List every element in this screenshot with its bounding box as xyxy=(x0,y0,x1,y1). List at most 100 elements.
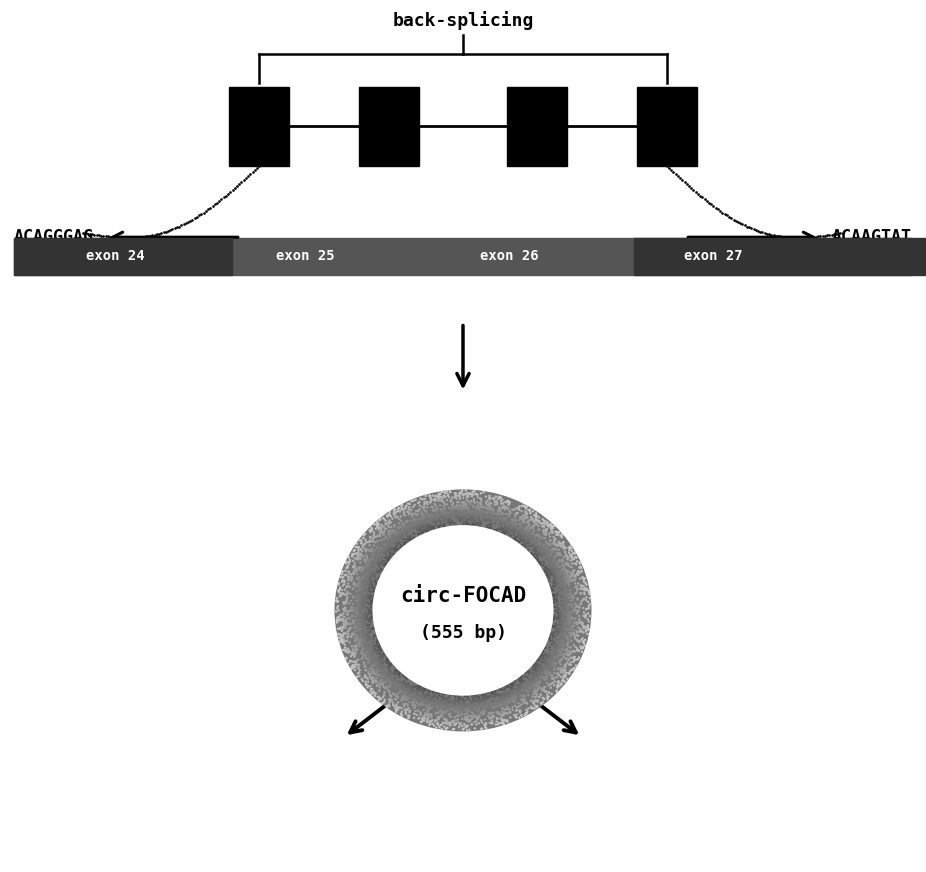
Point xyxy=(457,510,471,524)
Point xyxy=(569,599,584,613)
Point xyxy=(488,687,503,701)
Point xyxy=(451,704,466,718)
Point xyxy=(456,692,470,706)
Point xyxy=(419,690,433,704)
Point xyxy=(555,661,569,675)
Point xyxy=(550,587,565,601)
Point xyxy=(576,625,591,639)
Point xyxy=(352,639,367,653)
Point xyxy=(393,505,407,519)
Point xyxy=(358,660,373,674)
Point xyxy=(568,556,582,570)
Point xyxy=(579,623,594,637)
Point xyxy=(458,506,473,520)
Point xyxy=(523,521,538,535)
Point xyxy=(548,641,563,655)
Point xyxy=(399,521,414,535)
Point xyxy=(577,586,592,600)
Point xyxy=(387,678,402,691)
Point xyxy=(370,558,385,572)
Point xyxy=(366,644,381,658)
Point xyxy=(490,706,505,720)
Point xyxy=(545,521,560,535)
Point xyxy=(576,619,591,633)
Point xyxy=(444,514,458,528)
Point xyxy=(402,522,417,536)
Point xyxy=(382,541,397,555)
Point xyxy=(341,561,356,575)
Point xyxy=(335,573,350,587)
Point xyxy=(466,499,481,513)
Point xyxy=(512,699,527,713)
Point xyxy=(382,547,397,561)
Point xyxy=(361,666,376,680)
Point xyxy=(484,685,499,698)
Point xyxy=(485,716,500,730)
Point xyxy=(390,701,405,715)
Point xyxy=(419,715,434,729)
Point xyxy=(533,660,548,674)
Point xyxy=(552,678,567,692)
Point xyxy=(579,590,594,604)
Point xyxy=(547,592,562,606)
Point xyxy=(389,667,404,681)
Point xyxy=(461,494,476,508)
Point xyxy=(407,692,422,706)
Point xyxy=(520,685,535,698)
Point xyxy=(437,501,452,515)
Point xyxy=(469,516,483,530)
Point xyxy=(563,646,578,660)
Point xyxy=(445,500,460,514)
Point xyxy=(547,549,562,563)
Point xyxy=(499,494,514,508)
Point xyxy=(551,645,566,659)
Point xyxy=(365,662,380,676)
Point xyxy=(496,514,511,528)
Point xyxy=(509,684,524,698)
Point xyxy=(570,605,585,619)
Point xyxy=(338,643,353,657)
Point xyxy=(380,508,394,522)
Point xyxy=(419,707,434,721)
Point xyxy=(425,691,440,705)
Point xyxy=(349,621,364,635)
Point xyxy=(366,590,381,604)
Point xyxy=(436,504,451,518)
Point xyxy=(542,579,557,593)
Point xyxy=(358,548,373,562)
Point xyxy=(329,594,344,608)
Point xyxy=(514,528,529,542)
Point xyxy=(539,524,554,538)
Point xyxy=(560,551,575,565)
Point xyxy=(548,572,563,586)
Point xyxy=(464,487,479,501)
Point xyxy=(355,572,369,586)
Point xyxy=(532,690,546,704)
Point xyxy=(398,527,413,541)
Point xyxy=(407,684,422,698)
Point xyxy=(398,508,413,522)
Point xyxy=(396,674,411,688)
Point xyxy=(402,710,417,724)
Point xyxy=(394,707,408,721)
Point xyxy=(445,698,460,712)
Point xyxy=(513,530,528,544)
Point xyxy=(499,691,514,705)
Point xyxy=(400,521,415,535)
Point xyxy=(535,645,550,659)
Point xyxy=(543,630,557,644)
Point xyxy=(404,514,419,528)
Point xyxy=(448,487,463,501)
Point xyxy=(381,683,395,697)
Point xyxy=(468,709,482,723)
Point xyxy=(544,657,559,671)
Point xyxy=(552,622,567,636)
Point xyxy=(371,668,386,682)
Point xyxy=(493,698,507,712)
Point xyxy=(387,544,402,558)
Point xyxy=(535,544,550,558)
Point xyxy=(557,544,572,558)
Point xyxy=(509,682,524,696)
Point xyxy=(425,512,440,526)
Point xyxy=(379,546,394,560)
